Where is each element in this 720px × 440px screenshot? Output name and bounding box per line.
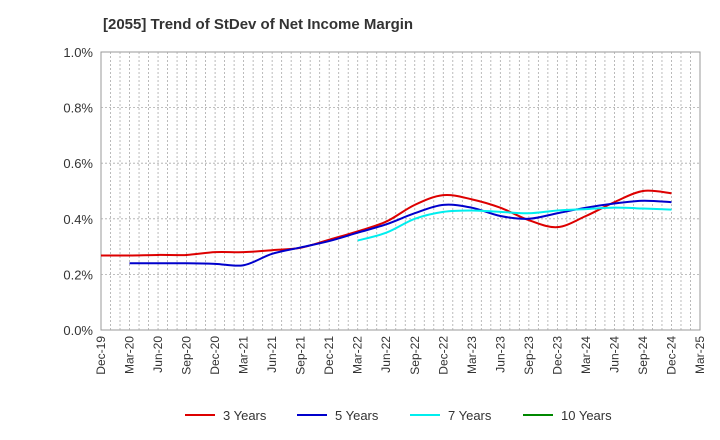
legend-label-3-years: 3 Years — [223, 408, 267, 423]
x-tick-label: Jun-23 — [493, 336, 507, 373]
y-tick-label: 0.8% — [63, 101, 93, 116]
series-line-3-years — [100, 189, 672, 257]
series-line-5-years — [129, 199, 672, 267]
y-tick-label: 0.0% — [63, 323, 93, 338]
legend-label-7-years: 7 Years — [448, 408, 492, 423]
x-tick-label: Sep-23 — [522, 336, 536, 375]
series-line-7-years — [357, 206, 672, 242]
x-tick-label: Mar-23 — [465, 336, 479, 374]
y-tick-label: 0.4% — [63, 212, 93, 227]
plot-border — [100, 51, 701, 331]
chart-title: [2055] Trend of StDev of Net Income Marg… — [103, 16, 414, 33]
x-tick-label: Sep-21 — [294, 336, 308, 375]
legend: 3 Years 5 Years 7 Years 10 Years — [185, 408, 612, 423]
x-tick-label: Dec-22 — [436, 336, 450, 375]
y-tick-label: 0.6% — [63, 156, 93, 171]
x-tick-label: Jun-20 — [151, 336, 165, 373]
x-tick-label: Sep-24 — [636, 336, 650, 375]
x-tick-label: Mar-25 — [693, 336, 707, 374]
series-lines — [100, 189, 672, 267]
x-tick-label: Mar-24 — [579, 336, 593, 374]
x-tick-label: Mar-20 — [123, 336, 137, 374]
axes: 0.0% 0.2% 0.4% 0.6% 0.8% 1.0% Dec-19 Mar-20 Jun-… — [63, 45, 707, 375]
x-tick-label: Jun-21 — [265, 336, 279, 373]
x-tick-label: Dec-20 — [208, 336, 222, 375]
grid — [100, 51, 701, 331]
y-tick-label: 0.2% — [63, 267, 93, 282]
x-tick-label: Sep-22 — [408, 336, 422, 375]
x-tick-label: Dec-24 — [664, 336, 678, 375]
y-tick-label: 1.0% — [63, 45, 93, 60]
legend-label-5-years: 5 Years — [335, 408, 379, 423]
x-tick-label: Dec-23 — [550, 336, 564, 375]
x-tick-label: Mar-22 — [351, 336, 365, 374]
x-tick-label: Jun-24 — [607, 336, 621, 373]
x-tick-label: Dec-19 — [94, 336, 108, 375]
x-tick-label: Mar-21 — [237, 336, 251, 374]
x-tick-label: Dec-21 — [322, 336, 336, 375]
x-tick-label: Sep-20 — [180, 336, 194, 375]
legend-label-10-years: 10 Years — [561, 408, 612, 423]
x-tick-label: Jun-22 — [379, 336, 393, 373]
